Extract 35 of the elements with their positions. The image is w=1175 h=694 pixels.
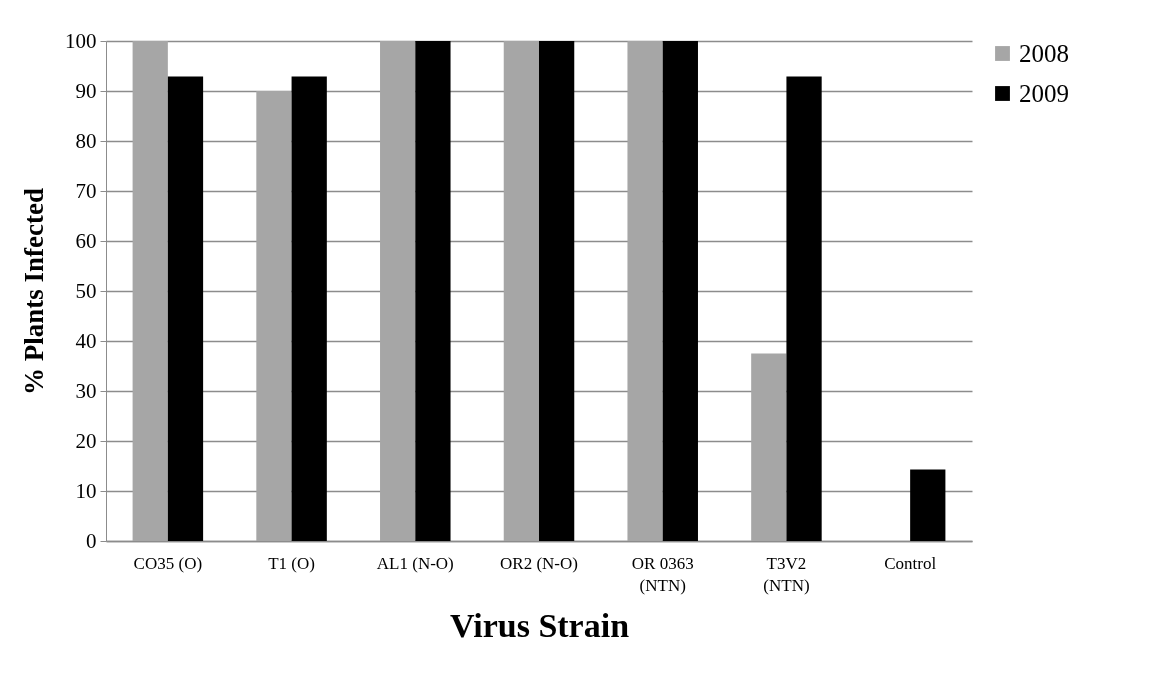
- y-tick-label: 40: [75, 328, 97, 353]
- x-tick-label: AL1 (N-O): [376, 553, 454, 573]
- bar: [662, 41, 698, 541]
- bar: [539, 41, 575, 541]
- bar: [503, 41, 539, 541]
- x-tick-label: T1 (O): [268, 553, 315, 573]
- y-tick-label: 20: [75, 428, 97, 453]
- y-tick-label: 60: [75, 228, 97, 253]
- bar: [132, 41, 168, 541]
- x-tick-label: OR2 (N-O): [500, 553, 578, 573]
- x-tick-label: CO35 (O): [133, 553, 203, 573]
- bar: [256, 91, 292, 541]
- y-tick-label: 10: [75, 478, 97, 503]
- legend-label: 2008: [1019, 39, 1069, 67]
- bar: [910, 469, 946, 541]
- y-axis-title: % Plants Infected: [19, 188, 49, 395]
- y-tick-label: 50: [75, 278, 97, 303]
- x-tick-label: OR 0363 (NTN): [631, 553, 694, 595]
- y-tick-label: 90: [75, 78, 97, 103]
- y-tick-label: 70: [75, 178, 97, 203]
- x-tick-label: T3V2 (NTN): [763, 553, 810, 595]
- bar: [751, 353, 787, 541]
- y-tick-label: 80: [75, 128, 97, 153]
- bar: [786, 76, 822, 541]
- y-tick-label: 0: [86, 528, 97, 553]
- legend-label: 2009: [1019, 79, 1069, 107]
- x-tick-label: Control: [884, 553, 937, 573]
- y-tick-label: 30: [75, 378, 97, 403]
- bar: [291, 76, 327, 541]
- y-tick-label: 100: [65, 28, 97, 53]
- bar: [415, 41, 451, 541]
- bar: [627, 41, 663, 541]
- bar: [167, 76, 204, 541]
- x-axis-title: Virus Strain: [449, 606, 630, 644]
- bar: [380, 41, 416, 541]
